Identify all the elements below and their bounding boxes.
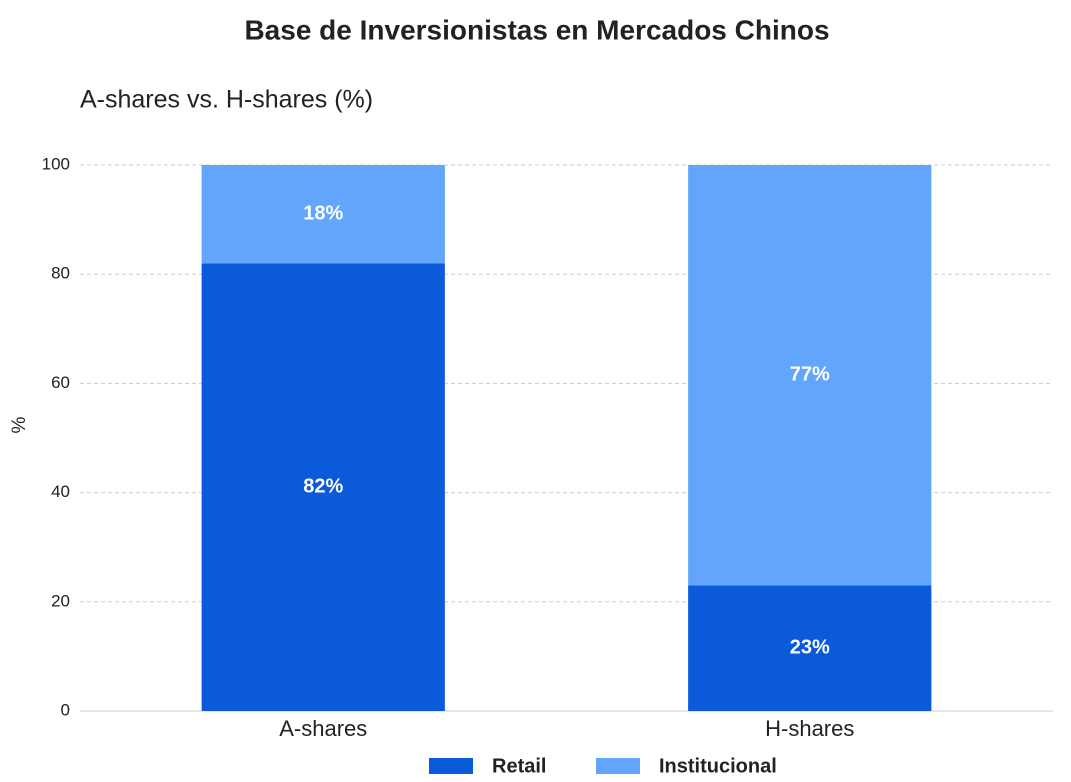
y-tick-label: 40 [51, 482, 70, 501]
data-label: 18% [303, 202, 343, 224]
data-label: 77% [790, 363, 830, 385]
data-label: 23% [790, 636, 830, 658]
y-tick-label: 60 [51, 373, 70, 392]
legend-label: Retail [492, 755, 546, 777]
legend-swatch [429, 758, 473, 774]
y-tick-label: 0 [61, 700, 70, 719]
y-tick-label: 80 [51, 264, 70, 283]
legend-swatch [596, 758, 640, 774]
x-tick-label: A-shares [279, 716, 367, 741]
x-tick-label: H-shares [765, 716, 854, 741]
legend-label: Institucional [659, 755, 777, 777]
y-axis-label: % [9, 416, 30, 433]
y-tick-label: 100 [42, 154, 70, 173]
bar-segment [201, 165, 445, 264]
chart-subtitle: A-shares vs. H-shares (%) [80, 86, 373, 114]
bar-segment [688, 165, 932, 586]
bar-segment [201, 263, 445, 711]
y-tick-label: 20 [51, 591, 70, 610]
data-label: 82% [303, 475, 343, 497]
chart-title: Base de Inversionistas en Mercados Chino… [244, 14, 829, 45]
bar-segment [688, 585, 932, 711]
